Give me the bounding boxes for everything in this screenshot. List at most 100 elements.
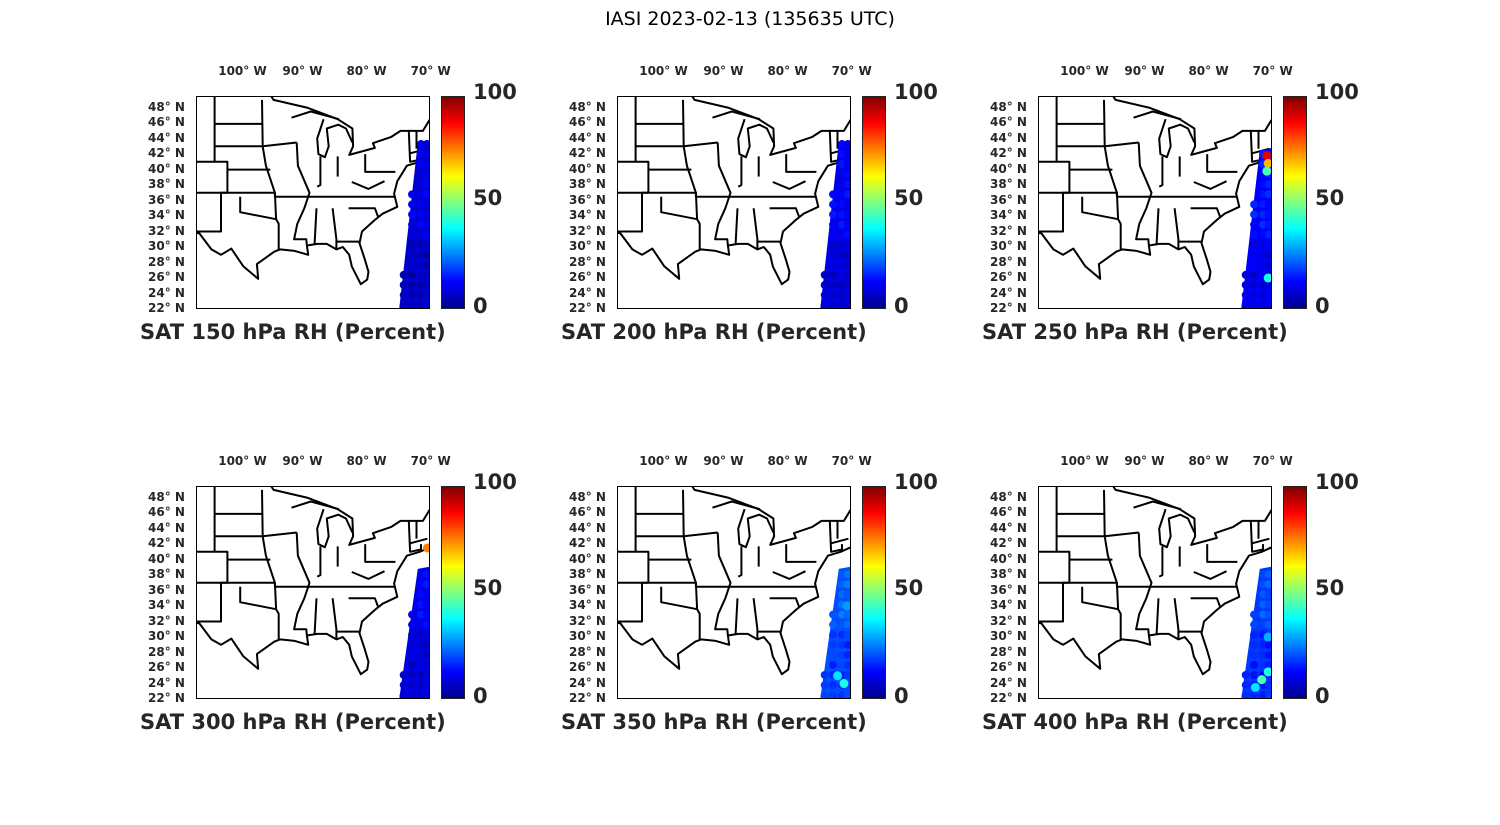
lon-tick-label: 90° W bbox=[1124, 64, 1165, 78]
lat-tick-label: 34° N bbox=[990, 208, 1027, 223]
observation-point bbox=[417, 190, 426, 199]
colorbar-tick-label: 100 bbox=[1315, 80, 1359, 104]
observation-point bbox=[417, 610, 426, 619]
lat-tick-label: 44° N bbox=[990, 520, 1027, 535]
observation-point bbox=[829, 230, 838, 239]
observation-point bbox=[1250, 270, 1259, 279]
observation-point bbox=[408, 270, 417, 279]
state-border bbox=[316, 546, 322, 578]
coastline bbox=[617, 156, 851, 286]
lat-tick-label: 32° N bbox=[990, 613, 1027, 628]
observation-point bbox=[1250, 660, 1259, 669]
lat-tick-label: 24° N bbox=[148, 675, 185, 690]
figure-title: IASI 2023-02-13 (135635 UTC) bbox=[605, 8, 895, 30]
observation-point bbox=[1264, 200, 1272, 209]
state-border bbox=[316, 508, 354, 549]
observation-point bbox=[1264, 220, 1272, 229]
state-border bbox=[364, 544, 396, 563]
canada-border bbox=[196, 486, 430, 546]
observation-point bbox=[1264, 250, 1272, 259]
observation-point bbox=[838, 570, 847, 579]
lat-tick-label: 46° N bbox=[990, 505, 1027, 520]
observation-point bbox=[422, 670, 430, 679]
colorbar-tick-label: 50 bbox=[894, 186, 924, 210]
observation-point bbox=[399, 280, 408, 289]
observation-point bbox=[838, 630, 847, 639]
observation-point bbox=[829, 250, 838, 259]
observation-point bbox=[838, 650, 847, 659]
state-border bbox=[313, 598, 318, 634]
observation-point bbox=[1259, 691, 1268, 699]
observation-point bbox=[408, 210, 417, 219]
lat-tick-label: 32° N bbox=[990, 223, 1027, 238]
colorbar-tick-label: 50 bbox=[473, 186, 503, 210]
state-border bbox=[1206, 154, 1238, 173]
observation-point bbox=[417, 670, 426, 679]
observation-point bbox=[417, 240, 426, 249]
state-border bbox=[351, 180, 385, 190]
observation-point bbox=[843, 620, 851, 629]
lon-tick-label: 100° W bbox=[1060, 454, 1109, 468]
lon-tick-label: 70° W bbox=[410, 454, 451, 468]
lon-tick-label: 70° W bbox=[831, 64, 872, 78]
state-border bbox=[1103, 99, 1122, 250]
panel-title: SAT 150 hPa RH (Percent) bbox=[140, 320, 446, 344]
lat-tick-label: 36° N bbox=[148, 192, 185, 207]
canada-border bbox=[1038, 486, 1272, 546]
lat-tick-label: 40° N bbox=[569, 161, 606, 176]
state-border bbox=[1133, 110, 1182, 121]
lat-tick-label: 48° N bbox=[990, 489, 1027, 504]
lon-tick-label: 100° W bbox=[218, 454, 267, 468]
state-border bbox=[348, 207, 380, 218]
observation-point bbox=[417, 250, 426, 259]
observation-point bbox=[417, 291, 426, 300]
observation-point bbox=[422, 170, 430, 179]
colorbar-tick-label: 0 bbox=[894, 294, 909, 318]
state-border bbox=[772, 180, 806, 190]
observation-point bbox=[820, 301, 829, 309]
observation-point bbox=[838, 301, 847, 309]
observation-point bbox=[417, 230, 426, 239]
lat-tick-label: 36° N bbox=[148, 582, 185, 597]
observation-point bbox=[417, 150, 426, 159]
observation-point bbox=[408, 660, 417, 669]
observation-point bbox=[417, 180, 426, 189]
observation-point bbox=[829, 610, 838, 619]
observation-point bbox=[829, 280, 838, 289]
observation-point bbox=[843, 291, 851, 300]
observation-point bbox=[1263, 273, 1272, 283]
observation-point bbox=[417, 681, 426, 690]
observation-point bbox=[417, 630, 426, 639]
observation-point bbox=[417, 650, 426, 659]
observation-point bbox=[1250, 230, 1259, 239]
swath-area bbox=[1241, 147, 1272, 309]
observation-point bbox=[408, 230, 417, 239]
observation-point bbox=[1262, 166, 1272, 176]
observation-point bbox=[843, 570, 851, 579]
lat-tick-label: 32° N bbox=[148, 613, 185, 628]
lat-tick-label: 30° N bbox=[569, 239, 606, 254]
lon-tick-label: 100° W bbox=[1060, 64, 1109, 78]
lat-tick-label: 38° N bbox=[569, 177, 606, 192]
observation-point bbox=[843, 200, 851, 209]
observation-point bbox=[838, 270, 847, 279]
lat-tick-label: 36° N bbox=[990, 192, 1027, 207]
lat-tick-label: 46° N bbox=[148, 115, 185, 130]
observation-point bbox=[1259, 650, 1268, 659]
observation-point bbox=[1264, 180, 1272, 189]
lat-tick-label: 42° N bbox=[990, 536, 1027, 551]
observation-point bbox=[829, 291, 838, 300]
observation-point bbox=[1250, 200, 1259, 209]
observation-point bbox=[1264, 640, 1272, 649]
map-axes bbox=[1038, 486, 1272, 699]
observation-point bbox=[408, 620, 417, 629]
observation-point bbox=[417, 580, 426, 589]
colorbar-tick-label: 0 bbox=[473, 684, 488, 708]
map-panel: 100° W 90° W 80° W 70° W 48° N 46° N 44° N 42° … bbox=[140, 450, 540, 750]
lat-tick-label: 28° N bbox=[990, 254, 1027, 269]
panel-title: SAT 300 hPa RH (Percent) bbox=[140, 710, 446, 734]
observation-point bbox=[1250, 260, 1259, 269]
observation-point bbox=[843, 660, 851, 669]
observation-point bbox=[1264, 260, 1272, 269]
observation-point bbox=[843, 270, 851, 279]
